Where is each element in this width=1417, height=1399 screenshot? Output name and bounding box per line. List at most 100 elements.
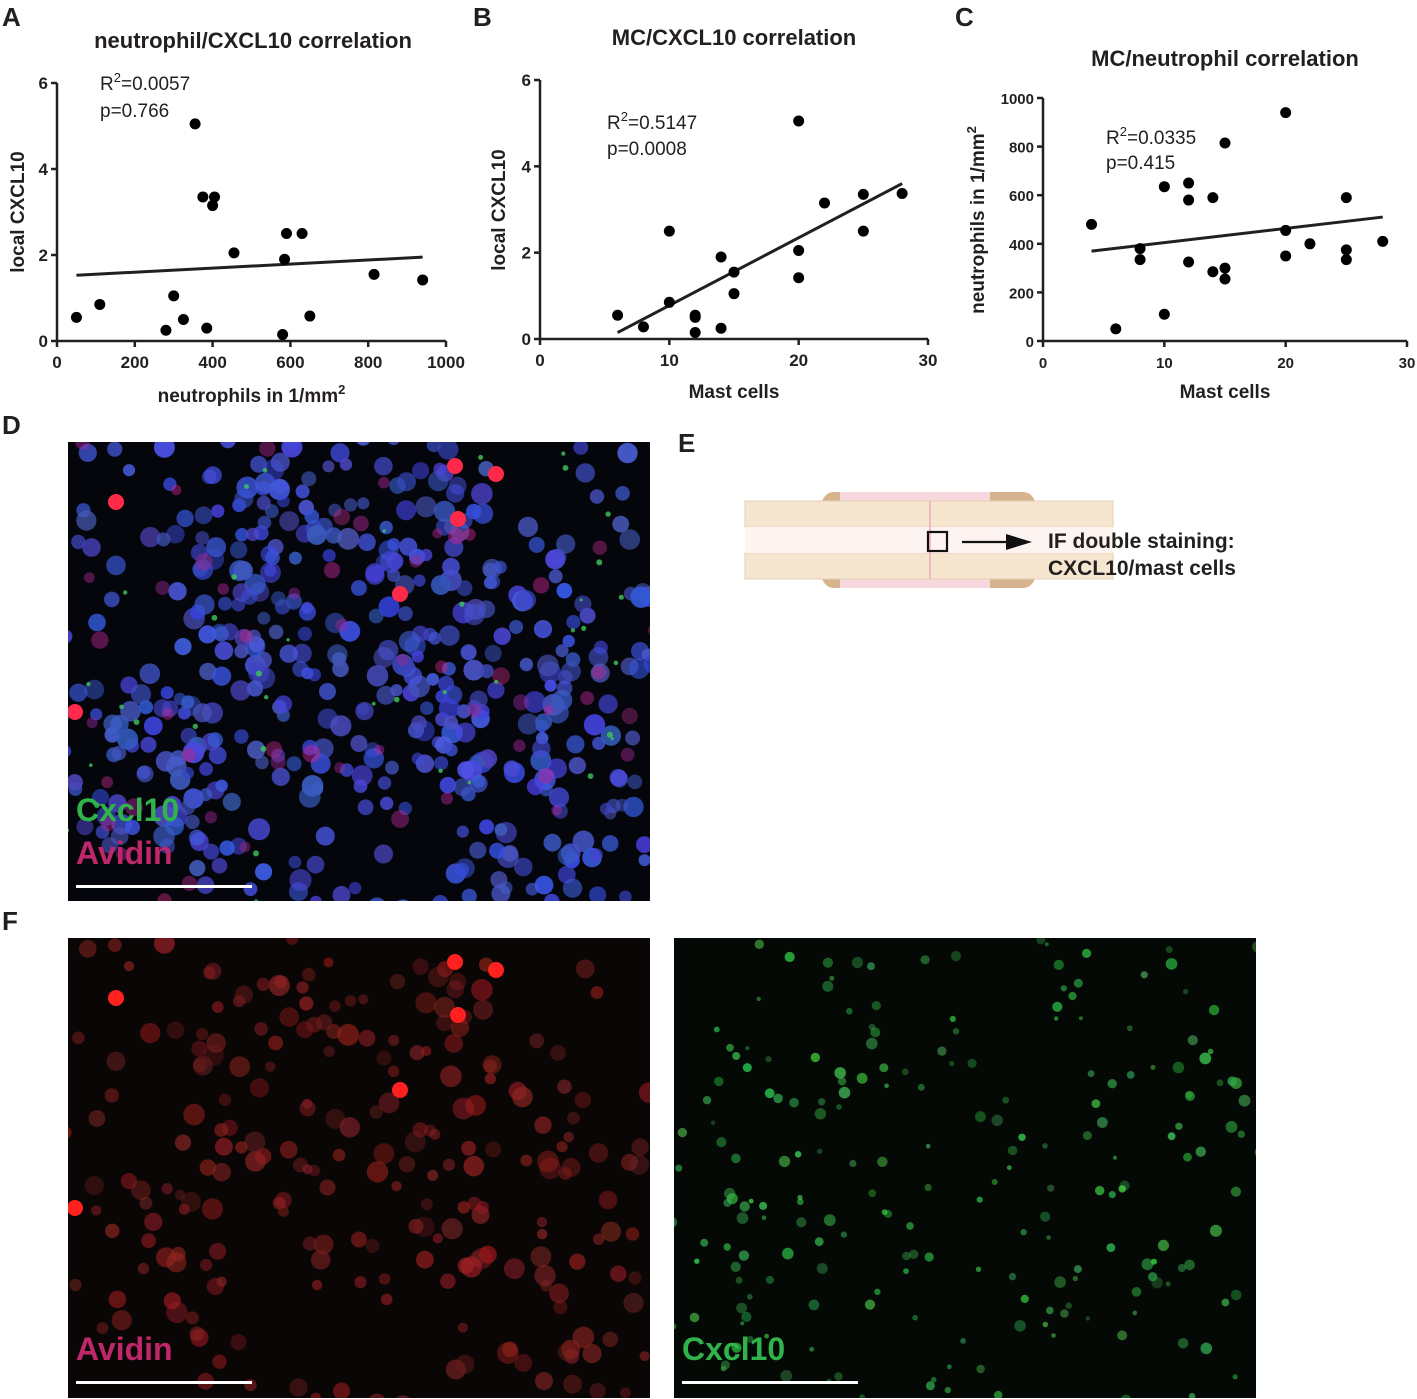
avidin-signal <box>350 1231 367 1248</box>
cxcl10-signal <box>1113 1155 1117 1160</box>
nucleus <box>562 634 575 648</box>
cxcl10-signal <box>746 1335 754 1343</box>
avidin-signal <box>101 776 114 789</box>
data-point <box>1183 194 1195 206</box>
nucleus <box>543 833 562 852</box>
cxcl10-signal <box>1148 1272 1158 1282</box>
data-point <box>689 327 701 339</box>
nucleus <box>434 756 449 771</box>
cxcl10-signal <box>794 1151 802 1158</box>
cxcl10-signal <box>754 939 764 949</box>
cxcl10-signal <box>1200 1342 1213 1355</box>
avidin-signal <box>467 703 482 718</box>
nucleus <box>122 464 136 477</box>
nucleus <box>415 496 437 518</box>
cxcl10-signal <box>1184 1259 1195 1271</box>
cxcl10-signal <box>866 1037 878 1050</box>
avidin-signal <box>440 792 453 805</box>
avidin-signal <box>299 996 314 1011</box>
nucleus <box>612 515 630 533</box>
nucleus <box>116 728 139 750</box>
data-point <box>1340 254 1352 266</box>
cxcl10-signal <box>765 1275 774 1284</box>
cxcl10-signal <box>1237 1130 1245 1138</box>
avidin-signal <box>539 1157 561 1180</box>
cxcl10-signal <box>851 956 864 969</box>
avidin-signal <box>625 1227 640 1241</box>
x-tick-label: 20 <box>789 351 808 370</box>
cxcl10-signal <box>254 899 258 901</box>
nucleus <box>378 596 400 618</box>
avidin-signal <box>157 893 172 901</box>
cxcl10-signal <box>694 1258 700 1264</box>
nucleus <box>328 503 342 517</box>
data-point <box>819 197 831 209</box>
nucleus <box>111 745 127 761</box>
nucleus <box>573 442 589 455</box>
nucleus <box>189 860 206 877</box>
cxcl10-signal <box>1118 1185 1126 1193</box>
cxcl10-signal <box>1183 989 1189 995</box>
cxcl10-signal <box>1208 1004 1220 1016</box>
avidin-signal <box>557 1342 577 1362</box>
cxcl10-signal <box>991 1114 1003 1126</box>
cxcl10-signal <box>1183 1152 1192 1162</box>
cxcl10-signal <box>808 1299 820 1311</box>
nucleus <box>247 740 266 759</box>
cxcl10-signal <box>925 1143 931 1149</box>
cxcl10-signal <box>94 802 100 808</box>
cxcl10-signal <box>286 638 290 642</box>
cxcl10-signal <box>868 1189 877 1198</box>
nucleus <box>535 713 553 731</box>
nucleus <box>271 767 290 786</box>
cxcl10-signal <box>244 484 249 489</box>
nucleus <box>528 536 545 553</box>
avidin-signal <box>378 1092 400 1114</box>
cxcl10-signal <box>816 1148 823 1155</box>
cxcl10-signal <box>86 682 91 687</box>
nucleus <box>188 829 205 846</box>
stain-label-cxcl10: Cxcl10 <box>76 792 180 828</box>
p-value-label: p=0.0008 <box>607 139 687 160</box>
data-point <box>160 324 172 336</box>
panel-label-a: A <box>2 2 21 32</box>
data-point <box>1134 254 1146 266</box>
nucleus <box>270 452 290 472</box>
cxcl10-signal <box>494 679 499 684</box>
avidin-signal <box>302 967 316 982</box>
cxcl10-signal <box>903 1268 909 1274</box>
cxcl10-signal <box>1085 1316 1090 1321</box>
y-axis-label: local CXCL10 <box>8 151 29 272</box>
avidin-signal <box>296 981 309 994</box>
x-tick-label: 0 <box>1039 355 1047 372</box>
cxcl10-signal <box>846 1007 853 1015</box>
avidin-signal <box>461 1140 476 1156</box>
nucleus <box>95 825 110 839</box>
avidin-signal <box>550 1045 566 1061</box>
cxcl10-signal <box>1073 978 1083 988</box>
avidin-signal <box>354 1276 367 1289</box>
avidin-signal <box>333 1382 350 1398</box>
avidin-signal <box>572 1326 595 1349</box>
nucleus <box>568 757 586 775</box>
cxcl10-signal <box>837 1077 847 1086</box>
cxcl10-signal <box>974 1111 986 1123</box>
cxcl10-signal <box>1221 1298 1230 1307</box>
nucleus <box>399 537 418 556</box>
cxcl10-signal <box>993 1390 1003 1398</box>
avidin-signal <box>141 1233 156 1249</box>
cxcl10-signal <box>123 590 128 595</box>
avidin-signal <box>201 1198 223 1220</box>
avidin-signal <box>449 973 467 991</box>
nucleus <box>643 655 650 674</box>
avidin-signal <box>412 1122 428 1138</box>
nucleus <box>557 846 577 866</box>
cxcl10-signal <box>917 1083 925 1091</box>
avidin-signal <box>535 1372 553 1391</box>
cxcl10-signal <box>836 1104 842 1110</box>
avidin-signal <box>286 938 299 945</box>
data-point <box>368 268 380 280</box>
cxcl10-signal <box>1020 1229 1027 1236</box>
data-point <box>296 228 308 239</box>
mast-cell <box>488 962 504 978</box>
